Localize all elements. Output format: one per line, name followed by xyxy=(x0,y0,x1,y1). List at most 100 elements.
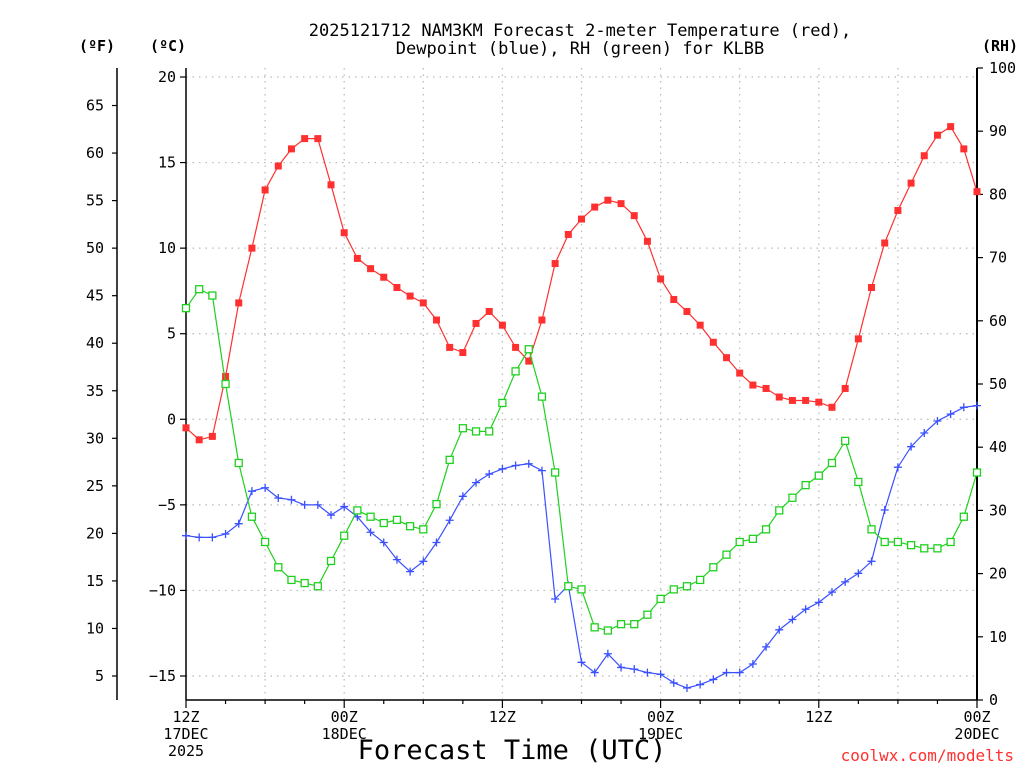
data-point xyxy=(802,396,810,404)
rh-tick-label: 60 xyxy=(989,312,1007,330)
data-point xyxy=(973,188,981,196)
data-point xyxy=(208,533,217,542)
celsius-tick-label: 20 xyxy=(158,68,176,86)
data-point xyxy=(881,239,889,247)
fahrenheit-tick-label: 50 xyxy=(86,239,104,257)
rh-tick-label: 80 xyxy=(989,185,1007,203)
data-point xyxy=(893,463,902,472)
data-point xyxy=(301,135,309,143)
data-point xyxy=(353,506,362,515)
data-point xyxy=(551,260,559,268)
data-point xyxy=(485,427,494,436)
data-point xyxy=(327,511,336,520)
data-point xyxy=(946,537,955,547)
data-point xyxy=(868,284,876,292)
data-point xyxy=(735,668,744,677)
data-point xyxy=(485,470,494,479)
fahrenheit-tick-label: 60 xyxy=(86,144,104,162)
data-point xyxy=(367,265,375,273)
data-point xyxy=(775,506,784,515)
data-point xyxy=(340,502,349,511)
fahrenheit-tick-label: 65 xyxy=(86,97,104,115)
data-point xyxy=(419,557,428,566)
data-point xyxy=(657,275,665,283)
data-point xyxy=(933,544,942,553)
data-point xyxy=(591,203,599,211)
data-point xyxy=(761,525,771,534)
data-point xyxy=(893,537,903,547)
fahrenheit-tick-label: 20 xyxy=(86,524,104,542)
x-tick-label: 00Z xyxy=(331,708,358,726)
data-point xyxy=(340,531,349,540)
data-point xyxy=(656,594,665,604)
data-point xyxy=(287,145,295,153)
data-point xyxy=(458,424,468,433)
data-point xyxy=(458,492,467,501)
data-point xyxy=(564,582,573,591)
data-point xyxy=(208,432,216,440)
data-point xyxy=(366,512,375,521)
data-point xyxy=(195,436,203,444)
fahrenheit-tick-label: 25 xyxy=(86,477,104,495)
data-point xyxy=(498,321,506,329)
data-point xyxy=(709,563,718,572)
data-point xyxy=(445,455,454,464)
fahrenheit-tick-label: 45 xyxy=(86,287,104,305)
data-point xyxy=(630,665,639,674)
data-point xyxy=(762,642,771,651)
data-point xyxy=(775,625,784,634)
celsius-tick-label: −10 xyxy=(149,581,176,599)
data-point xyxy=(379,518,388,528)
data-point xyxy=(247,512,257,521)
data-point xyxy=(959,403,968,412)
data-point xyxy=(788,396,796,404)
data-point xyxy=(617,200,625,208)
data-point xyxy=(867,557,876,566)
x-tick-label: 17DEC xyxy=(163,725,208,743)
data-point xyxy=(867,525,876,534)
data-point xyxy=(603,649,612,658)
data-point xyxy=(788,615,797,624)
data-point xyxy=(696,575,705,585)
data-point xyxy=(432,316,440,324)
data-point xyxy=(366,528,375,537)
data-point xyxy=(907,442,916,451)
data-point xyxy=(972,468,982,477)
data-point xyxy=(723,354,731,362)
data-point xyxy=(327,181,335,189)
data-point xyxy=(498,398,507,408)
data-point xyxy=(788,493,797,502)
data-point xyxy=(669,585,678,594)
data-point xyxy=(525,357,533,365)
data-point xyxy=(234,458,243,468)
data-point xyxy=(590,623,599,632)
celsius-tick-label: −15 xyxy=(149,667,176,685)
data-point xyxy=(841,384,849,392)
data-point xyxy=(946,410,955,419)
data-point xyxy=(524,345,533,354)
data-point xyxy=(960,145,968,153)
chart-title-line-1: 2025121712 NAM3KM Forecast 2-meter Tempe… xyxy=(309,21,851,41)
rh-tick-label: 50 xyxy=(989,375,1007,393)
fahrenheit-tick-label: 5 xyxy=(95,667,104,685)
data-point xyxy=(616,620,626,629)
rh-tick-label: 70 xyxy=(989,249,1007,267)
x-tick-label: 12Z xyxy=(805,708,832,726)
data-point xyxy=(551,594,560,603)
data-point xyxy=(973,401,981,410)
data-point xyxy=(894,206,902,214)
data-point xyxy=(617,663,626,672)
rh-tick-label: 0 xyxy=(989,691,998,709)
data-point xyxy=(471,427,481,436)
fahrenheit-tick-label: 55 xyxy=(86,192,104,210)
data-point xyxy=(221,529,230,538)
data-point xyxy=(854,569,863,578)
celsius-tick-label: 5 xyxy=(167,325,176,343)
fahrenheit-tick-label: 35 xyxy=(86,382,104,400)
fahrenheit-unit-label: (ºF) xyxy=(79,37,115,55)
celsius-unit-label: (ºC) xyxy=(150,37,186,55)
data-point xyxy=(221,379,230,389)
x-tick-label: 18DEC xyxy=(322,725,367,743)
data-series xyxy=(181,123,982,692)
